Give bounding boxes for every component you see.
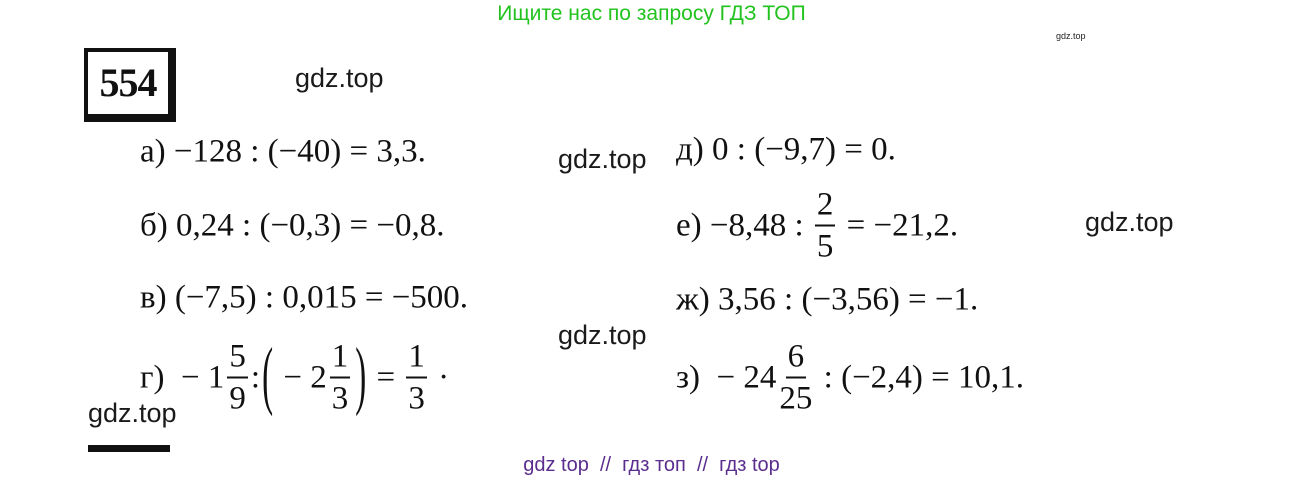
equation-text: (−7,5) : 0,015 = −500. bbox=[166, 279, 469, 316]
equation-text: 0,24 : (−0,3) = −0,8. bbox=[167, 207, 445, 244]
divider-bar bbox=[88, 445, 170, 452]
watermark: gdz.top bbox=[1085, 207, 1174, 237]
fraction: 6 25 bbox=[779, 340, 813, 417]
equation-z: з) − 24 6 25 : (−2,4) = 10,1. bbox=[676, 340, 1025, 417]
large-parenthesis: ) bbox=[355, 335, 367, 419]
corner-watermark: gdz.top bbox=[1056, 31, 1086, 41]
equation-a: а) −128 : (−40) = 3,3. bbox=[140, 134, 426, 171]
footer-links: gdz top // гдз топ // гдз top bbox=[523, 454, 780, 476]
equation-label: е) bbox=[676, 207, 702, 244]
equation-label: з) bbox=[676, 359, 701, 396]
equation-text: − 1 bbox=[164, 359, 225, 396]
exercise-number: 554 bbox=[84, 48, 176, 122]
equation-text: 3,56 : (−3,56) = −1. bbox=[709, 281, 979, 318]
equation-text: −8,48 : bbox=[701, 207, 812, 244]
fraction-numerator: 5 bbox=[227, 340, 248, 379]
fraction-denominator: 25 bbox=[779, 380, 813, 417]
large-parenthesis: ( bbox=[262, 335, 274, 419]
equation-d: д) 0 : (−9,7) = 0. bbox=[676, 132, 896, 169]
fraction-numerator: 2 bbox=[814, 188, 836, 227]
equation-label: ж) bbox=[676, 281, 710, 318]
watermark: gdz.top bbox=[558, 144, 647, 174]
equation-text: : (−2,4) = 10,1. bbox=[815, 359, 1025, 396]
fraction-numerator: 6 bbox=[785, 340, 807, 379]
equation-text: 0 : (−9,7) = 0. bbox=[703, 131, 896, 168]
equation-v: в) (−7,5) : 0,015 = −500. bbox=[140, 280, 468, 317]
equation-label: а) bbox=[140, 133, 166, 170]
fraction-numerator: 1 bbox=[329, 340, 351, 379]
equation-b: б) 0,24 : (−0,3) = −0,8. bbox=[140, 208, 445, 245]
equation-text: · bbox=[429, 359, 450, 396]
equation-text: − 24 bbox=[700, 359, 777, 396]
equation-label: б) bbox=[140, 207, 168, 244]
fraction-denominator: 3 bbox=[331, 380, 349, 417]
equation-text: −128 : (−40) = 3,3. bbox=[165, 133, 426, 170]
watermark: gdz.top bbox=[88, 398, 177, 428]
equation-label: в) bbox=[140, 279, 167, 316]
watermark: gdz.top bbox=[558, 320, 647, 350]
equation-text: − 2 bbox=[275, 359, 327, 396]
equation-zh: ж) 3,56 : (−3,56) = −1. bbox=[676, 282, 978, 319]
fraction-numerator: 1 bbox=[406, 340, 427, 379]
equation-text: : bbox=[250, 359, 261, 396]
equation-text: = bbox=[368, 359, 404, 396]
fraction-denominator: 9 bbox=[229, 380, 246, 417]
search-banner: Ищите нас по запросу ГДЗ ТОП bbox=[497, 2, 806, 25]
equation-label: д) bbox=[676, 131, 704, 168]
equation-text: = −21,2. bbox=[838, 207, 959, 244]
equation-label: г) bbox=[140, 359, 165, 396]
watermark: gdz.top bbox=[295, 63, 384, 93]
fraction-denominator: 3 bbox=[408, 380, 425, 417]
fraction-denominator: 5 bbox=[816, 228, 834, 265]
